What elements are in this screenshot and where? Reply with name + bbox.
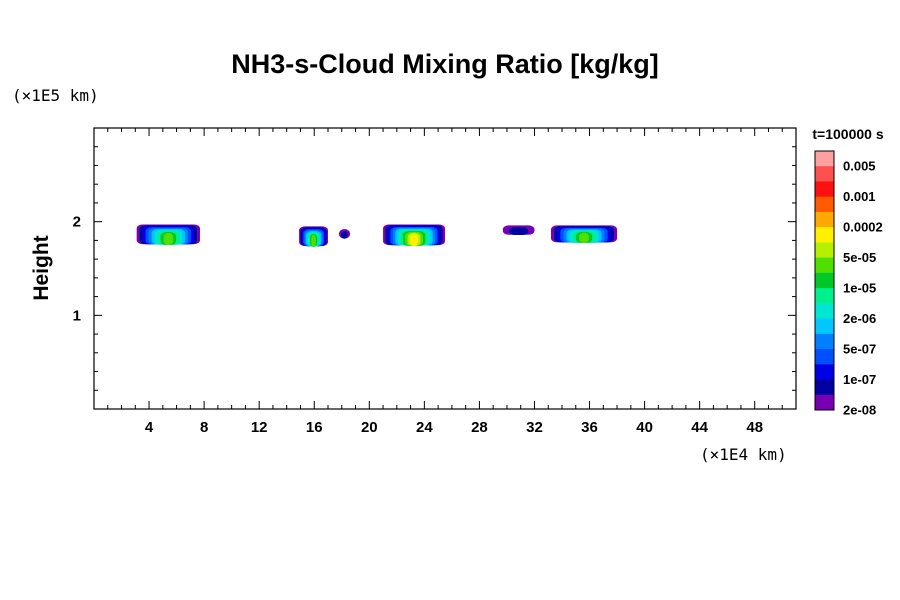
x-tick-label: 28 xyxy=(471,419,488,436)
colorbar-swatch xyxy=(815,349,834,365)
y-tick-label: 1 xyxy=(73,307,81,324)
colorbar-swatch xyxy=(815,166,834,182)
cloud-patch xyxy=(383,224,445,247)
x-axis-unit: (×1E4 km) xyxy=(700,445,787,464)
cloud-patch xyxy=(339,229,351,239)
colorbar-swatch xyxy=(815,303,834,319)
y-axis-unit: (×1E5 km) xyxy=(12,86,99,105)
y-axis-label: Height xyxy=(30,235,53,300)
colorbar-swatch xyxy=(815,227,834,243)
x-tick-label: 48 xyxy=(746,419,763,436)
colorbar-swatch xyxy=(815,272,834,289)
x-tick-label: 24 xyxy=(416,419,433,436)
cloud-contour xyxy=(410,233,418,247)
colorbar-swatch xyxy=(815,318,834,335)
colorbar-label: 0.001 xyxy=(843,189,876,204)
x-tick-label: 36 xyxy=(581,419,598,436)
colorbar-label: 2e-06 xyxy=(843,311,876,326)
colorbar-label: 5e-07 xyxy=(843,342,876,357)
x-tick-label: 8 xyxy=(200,419,208,436)
cloud-patch xyxy=(502,225,535,235)
colorbar-swatch xyxy=(815,151,834,167)
x-tick-label: 32 xyxy=(526,419,543,436)
colorbar-label: 0.005 xyxy=(843,159,876,174)
colorbar-swatch xyxy=(815,394,834,411)
colorbar-label: 1e-07 xyxy=(843,372,876,387)
y-tick-label: 2 xyxy=(73,214,81,231)
colorbar-swatch xyxy=(815,242,834,259)
cloud-contour xyxy=(341,230,348,239)
x-tick-label: 12 xyxy=(251,419,268,436)
plot-frame xyxy=(93,127,797,410)
cloud-contour xyxy=(579,232,590,244)
x-tick-label: 40 xyxy=(636,419,653,436)
colorbar-frame xyxy=(814,150,835,411)
x-tick-label: 20 xyxy=(361,419,378,436)
cloud-patch xyxy=(136,224,200,246)
colorbar-label: 2e-08 xyxy=(843,403,876,418)
colorbar-label: 0.0002 xyxy=(843,220,883,235)
cloud-contour xyxy=(508,227,529,235)
colorbar-label: 1e-05 xyxy=(843,281,876,296)
cloud-patch xyxy=(550,225,618,244)
colorbar-swatch xyxy=(815,211,834,228)
cloud-contour xyxy=(163,232,174,246)
x-tick-label: 4 xyxy=(145,419,154,436)
colorbar-swatch xyxy=(815,181,834,198)
colorbar-label: 5e-05 xyxy=(843,250,876,265)
chart-title: NH3-s-Cloud Mixing Ratio [kg/kg] xyxy=(231,49,659,79)
x-tick-label: 16 xyxy=(306,419,323,436)
x-tick-label: 44 xyxy=(691,419,708,436)
colorbar-swatch xyxy=(815,333,834,350)
colorbar-swatch xyxy=(815,364,834,380)
time-label: t=100000 s xyxy=(812,126,883,142)
colorbar-swatch xyxy=(815,196,834,213)
colorbar-swatch xyxy=(815,379,834,396)
colorbar-swatch xyxy=(815,257,834,274)
cloud-patch xyxy=(299,226,328,247)
colorbar: 0.005 0.001 0.0002 5e-05 1e-05 2e-06 5e-07 1e-0… xyxy=(814,150,883,418)
colorbar-swatch xyxy=(815,288,834,304)
cloud-field xyxy=(136,224,618,247)
cloud-contour xyxy=(311,234,316,247)
